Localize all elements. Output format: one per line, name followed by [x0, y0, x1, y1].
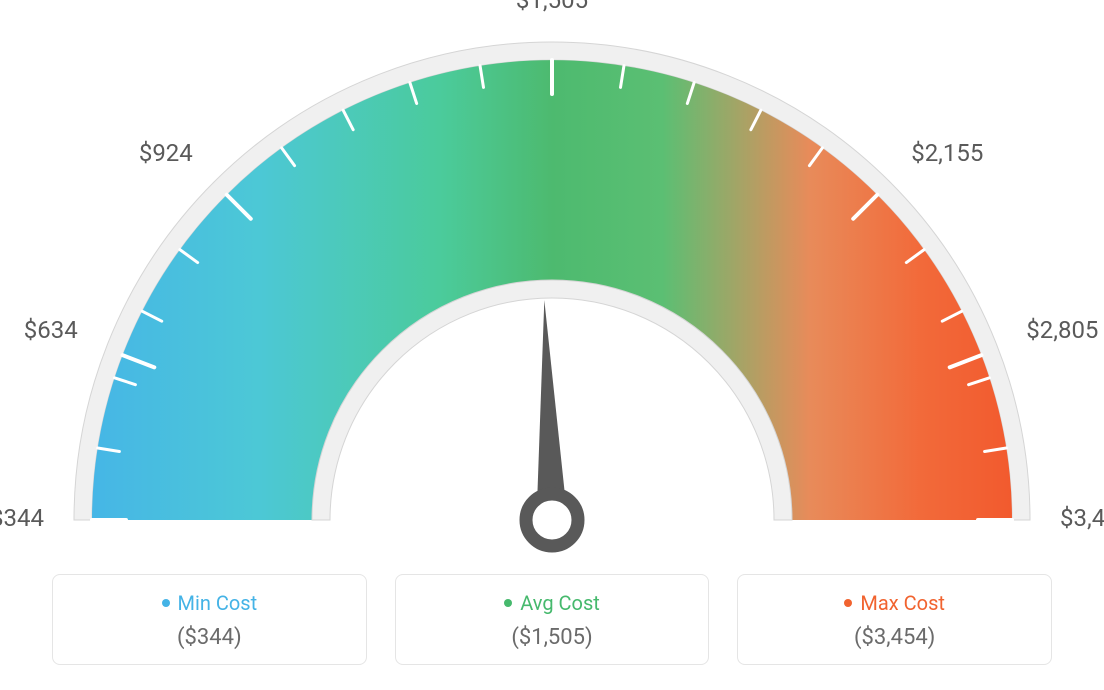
- gauge-tick-label: $1,505: [516, 0, 588, 14]
- gauge-tick-label: $634: [24, 316, 78, 344]
- gauge-tick-label: $2,805: [1026, 316, 1098, 344]
- gauge-tick-label: $3,454: [1060, 504, 1104, 532]
- gauge-tick-label: $924: [139, 139, 193, 167]
- legend-value: ($3,454): [748, 625, 1041, 650]
- legend-row: Min Cost ($344) Avg Cost ($1,505) Max Cost ($…: [52, 574, 1052, 665]
- gauge-tick-label: $344: [0, 504, 44, 532]
- legend-title-label: Avg Cost: [520, 591, 600, 615]
- legend-card: Max Cost ($3,454): [737, 574, 1052, 665]
- legend-title: Avg Cost: [504, 591, 600, 615]
- legend-dot-icon: [844, 599, 852, 607]
- cost-gauge: $344$634$924$1,505$2,155$2,805$3,454: [42, 20, 1062, 560]
- legend-dot-icon: [504, 599, 512, 607]
- legend-value: ($1,505): [406, 625, 699, 650]
- legend-title-label: Max Cost: [860, 591, 945, 615]
- legend-card: Avg Cost ($1,505): [395, 574, 710, 665]
- legend-dot-icon: [162, 599, 170, 607]
- legend-title-label: Min Cost: [178, 591, 258, 615]
- legend-title: Max Cost: [844, 591, 945, 615]
- legend-value: ($344): [63, 625, 356, 650]
- gauge-svg: $344$634$924$1,505$2,155$2,805$3,454: [42, 20, 1062, 560]
- gauge-tick-label: $2,155: [911, 139, 983, 167]
- legend-card: Min Cost ($344): [52, 574, 367, 665]
- legend-title: Min Cost: [162, 591, 258, 615]
- gauge-needle-hub: [526, 494, 578, 546]
